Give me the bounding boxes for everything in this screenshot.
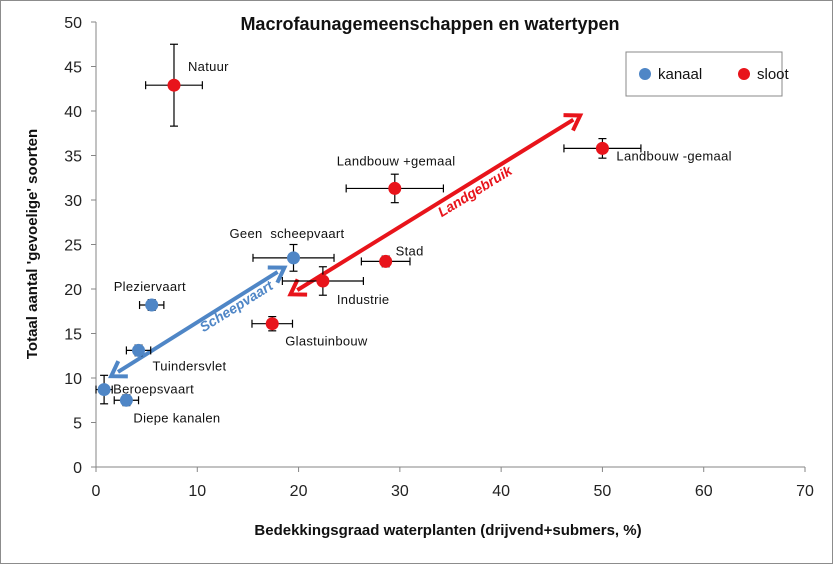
data-points: Geen scheepvaart Pleziervaart Tuindersvlet… [95, 43, 732, 425]
legend-marker-kanaal [639, 68, 651, 80]
point-pleziervaart: Pleziervaart [114, 279, 186, 312]
point-label: Landbouw -gemaal [616, 148, 731, 163]
point-label: Landbouw +gemaal [337, 153, 456, 168]
marker-sloot [167, 78, 181, 92]
point-label: Glastuinbouw [285, 334, 368, 349]
x-tick-label: 60 [695, 483, 713, 500]
x-tick-label: 0 [92, 483, 101, 500]
legend-label-sloot: sloot [757, 66, 790, 83]
marker-sloot [316, 274, 330, 288]
point-label: Geen scheepvaart [230, 226, 345, 241]
x-tick-label: 30 [391, 483, 409, 500]
scheepvaart-arrow-label: Scheepvaart [197, 277, 277, 335]
y-tick-labels: 0 5 10 15 20 25 30 35 40 45 50 [64, 15, 96, 477]
legend: kanaal sloot [625, 51, 790, 97]
landgebruik-arrow-head [287, 278, 308, 297]
marker-sloot [595, 141, 609, 155]
y-axis-title: Totaal aantal 'gevoelige' soorten [24, 129, 41, 359]
legend-box [625, 51, 783, 97]
y-tick-label: 20 [64, 282, 82, 299]
point-label: Diepe kanalen [133, 410, 220, 425]
point-label: Beroepsvaart [113, 382, 194, 397]
point-landbouw-gemaal: Landbouw -gemaal [563, 137, 732, 163]
x-tick-label: 20 [290, 483, 308, 500]
legend-label-kanaal: kanaal [658, 66, 702, 83]
y-tick-label: 10 [64, 371, 82, 388]
point-glastuinbouw: Glastuinbouw [251, 315, 368, 349]
point-label: Stad [396, 243, 424, 258]
y-tick-label: 15 [64, 327, 82, 344]
x-tick-label: 10 [188, 483, 206, 500]
point-label: Natuur [188, 59, 229, 74]
point-geen-scheepvaart: Geen scheepvaart [230, 226, 345, 272]
marker-kanaal [132, 343, 146, 357]
marker-sloot [265, 317, 279, 331]
y-tick-label: 0 [73, 460, 82, 477]
scheepvaart-arrow-head [108, 360, 128, 379]
marker-kanaal [287, 251, 301, 265]
y-tick-label: 35 [64, 149, 82, 166]
landgebruik-arrow-head [563, 113, 584, 132]
marker-sloot [379, 254, 393, 268]
landgebruik-arrow-line [296, 117, 575, 292]
x-tick-label: 50 [594, 483, 612, 500]
y-tick-label: 30 [64, 193, 82, 210]
x-tick-labels: 0 10 20 30 40 50 60 70 [92, 467, 814, 500]
x-tick-label: 70 [796, 483, 814, 500]
point-landbouw-gemaal: Landbouw +gemaal [337, 153, 456, 204]
point-label: Industrie [337, 292, 390, 307]
marker-kanaal [119, 393, 133, 407]
point-stad: Stad [360, 243, 424, 268]
legend-marker-sloot [738, 68, 750, 80]
x-tick-label: 40 [492, 483, 510, 500]
y-tick-label: 50 [64, 15, 82, 32]
scheepvaart-arrow-line [116, 270, 279, 374]
point-label: Tuindersvlet [153, 358, 227, 373]
point-diepe-kanalen: Diepe kanalen [113, 393, 220, 425]
marker-kanaal [97, 383, 111, 397]
y-tick-label: 40 [64, 104, 82, 121]
x-axis-title: Bedekkingsgraad waterplanten (drijvend+s… [254, 522, 641, 539]
y-tick-label: 5 [73, 416, 82, 433]
chart-title: Macrofaunagemeenschappen en watertypen [240, 14, 619, 34]
point-natuur: Natuur [145, 43, 229, 127]
landgebruik-arrow-label: Landgebruik [435, 162, 516, 220]
point-beroepsvaart: Beroepsvaart [95, 374, 194, 405]
point-label: Pleziervaart [114, 279, 186, 294]
point-tuindersvlet: Tuindersvlet [125, 343, 227, 373]
marker-sloot [388, 181, 402, 195]
scheepvaart-arrow-head [267, 265, 288, 284]
y-tick-label: 25 [64, 238, 82, 255]
y-tick-label: 45 [64, 60, 82, 77]
marker-kanaal [145, 298, 159, 312]
point-industrie: Industrie [281, 266, 390, 307]
